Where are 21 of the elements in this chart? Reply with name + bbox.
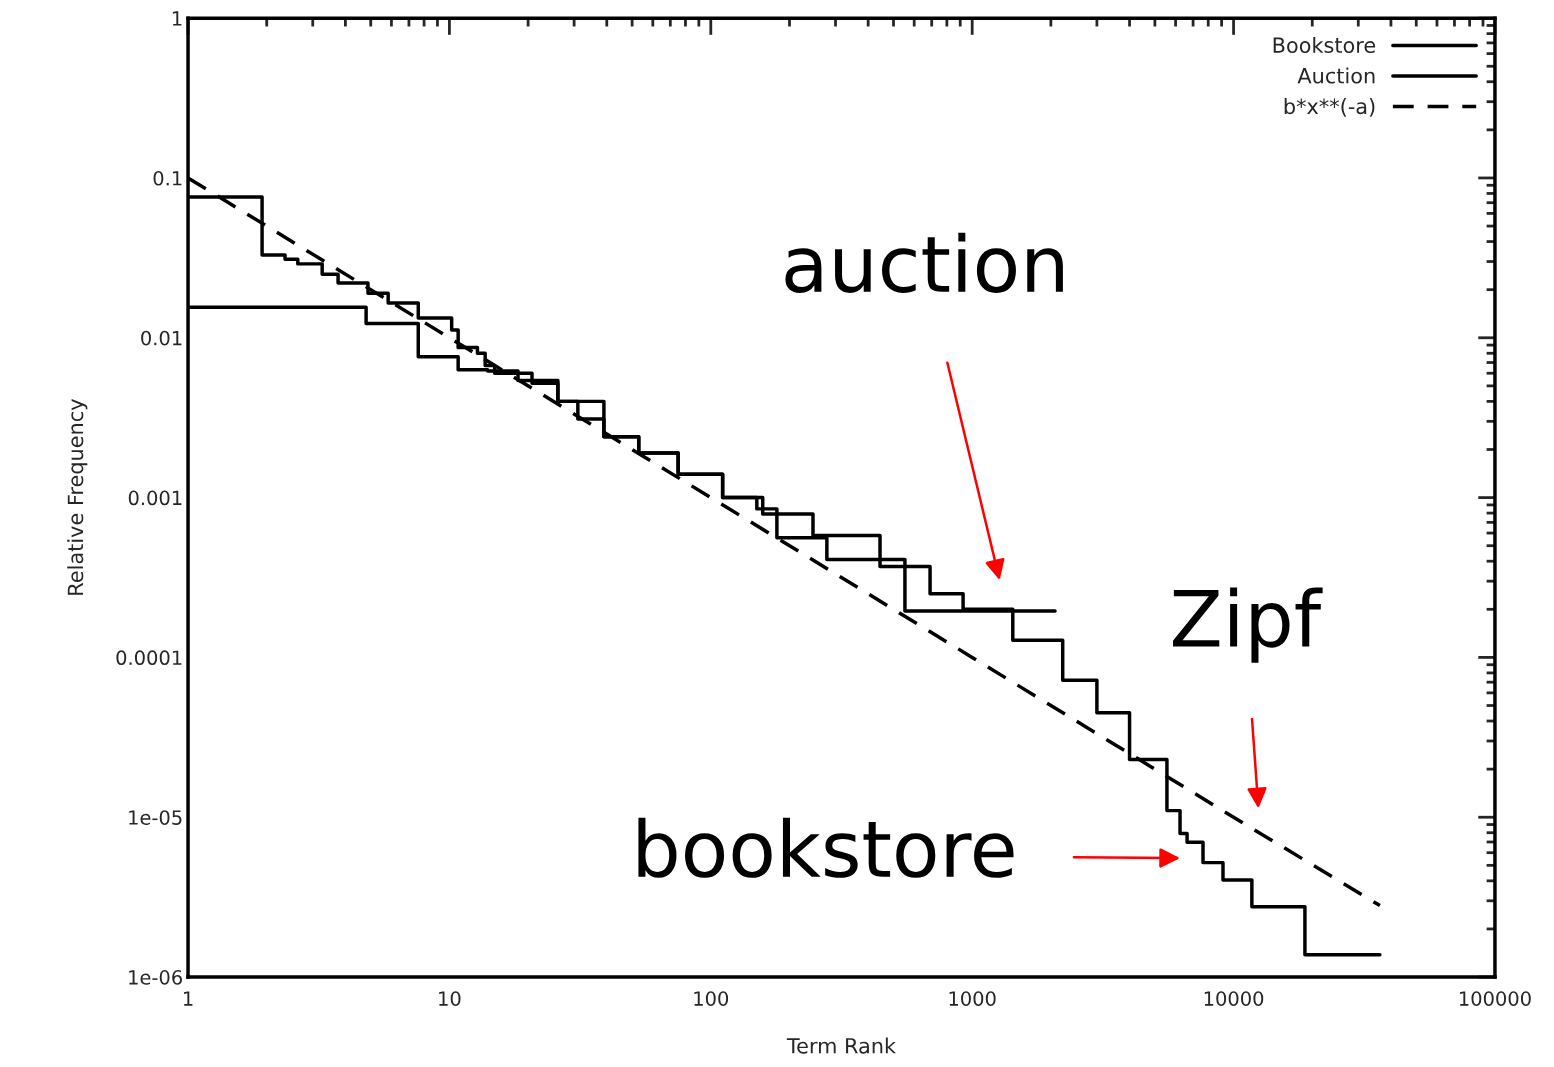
y-tick-label: 0.0001: [116, 650, 182, 666]
annotation: Zipf: [1173, 587, 1323, 663]
x-tick-label: 1: [183, 991, 193, 1006]
x-tick-label: 1000: [949, 991, 996, 1006]
x-tick-label: 10000: [1204, 991, 1264, 1006]
legend-label: Bookstore: [1273, 36, 1376, 54]
annotation: auction: [785, 232, 1063, 293]
x-tick-label: 100: [694, 991, 729, 1006]
annotation: bookstore: [638, 817, 1014, 878]
y-tick-label: 1: [172, 11, 182, 26]
x-axis-title: Term Rank: [786, 1037, 897, 1054]
y-tick-label: 0.001: [128, 490, 182, 506]
y-tick-label: 0.1: [153, 170, 182, 186]
y-tick-label: 1e-05: [129, 810, 182, 825]
legend-label: b*x**(-a): [1284, 98, 1375, 117]
y-tick-label: 1e-06: [129, 970, 182, 985]
y-axis-title: Relative Frequency: [67, 399, 88, 595]
legend-label: Auction: [1297, 67, 1375, 84]
y-tick-label: 0.01: [141, 330, 182, 346]
x-tick-label: 100000: [1459, 991, 1531, 1006]
x-tick-label: 10: [439, 991, 461, 1006]
